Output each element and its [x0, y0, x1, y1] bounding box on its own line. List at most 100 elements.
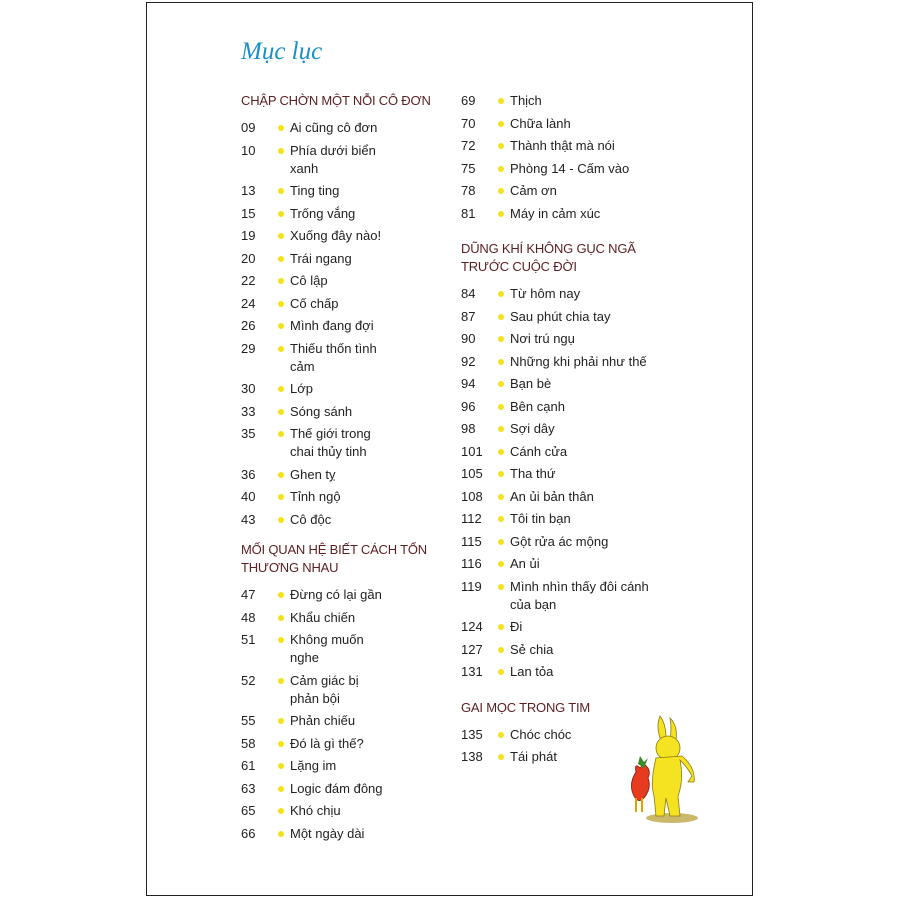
bullet-icon	[278, 278, 284, 284]
page-number: 69	[461, 93, 476, 108]
toc-entry[interactable]: 131 Lan tỏa	[461, 663, 676, 686]
toc-entry[interactable]: 115 Gột rửa ác mộng	[461, 533, 676, 556]
toc-entry[interactable]: 78 Cảm ơn	[461, 182, 676, 205]
page-number: 124	[461, 619, 483, 634]
page-number: 87	[461, 308, 476, 324]
bullet-icon	[278, 471, 284, 478]
toc-entry[interactable]: 138 Tái phát	[461, 748, 676, 771]
toc-entry[interactable]: 94 Bạn bè	[461, 375, 676, 398]
toc-entry[interactable]: 22 Cô lập	[241, 272, 456, 295]
bullet-icon	[278, 408, 284, 415]
page-number: 10	[241, 142, 256, 158]
entry-title: Logic đám đông	[290, 780, 383, 796]
entry-title: Phòng 14 - Cấm vào	[510, 160, 630, 176]
page-number: 13	[241, 183, 256, 198]
bullet-icon	[278, 300, 284, 307]
toc-entry[interactable]: 70 Chữa lành	[461, 115, 676, 138]
entry-title: An ủi bản thân	[510, 488, 594, 504]
entry-title: Từ hôm nay	[510, 286, 581, 301]
bullet-icon	[278, 614, 284, 621]
bullet-icon	[498, 291, 504, 297]
toc-entry[interactable]: 09 Ai cũng cô đơn	[241, 119, 456, 142]
entry-title: Đó là gì thế?	[290, 735, 364, 751]
toc-entry[interactable]: 84 Từ hôm nay	[461, 285, 676, 308]
toc-entry[interactable]: 51 Không muốn nghe	[241, 631, 456, 672]
bullet-icon	[278, 147, 284, 154]
page-number: 29	[241, 340, 256, 356]
toc-entry[interactable]: 112 Tôi tin bạn	[461, 510, 676, 533]
bullet-icon	[498, 754, 504, 760]
toc-entry[interactable]: 116 An ủi	[461, 555, 676, 578]
toc-entry[interactable]: 72 Thành thật mà nói	[461, 137, 676, 160]
rabbit-carrot-illustration	[631, 715, 698, 823]
page-number: 48	[241, 609, 256, 625]
page-number: 119	[461, 578, 482, 594]
book-page	[146, 2, 753, 896]
toc-entry[interactable]: 10 Phía dưới biển xanh	[241, 142, 456, 183]
toc-entry[interactable]: 29 Thiếu thốn tình cảm	[241, 340, 456, 381]
toc-entry[interactable]: 30 Lớp	[241, 380, 456, 403]
toc-entry[interactable]: 101 Cánh cửa	[461, 443, 676, 466]
bullet-icon	[278, 188, 284, 194]
toc-entry[interactable]: 96 Bên cạnh	[461, 398, 676, 421]
page-number: 09	[241, 120, 256, 135]
toc-entry[interactable]: 105 Tha thứ	[461, 465, 676, 488]
toc-entry[interactable]: 52 Cảm giác bị phản bội	[241, 672, 456, 713]
toc-entry[interactable]: 61 Lặng im	[241, 757, 456, 780]
bullet-icon	[498, 516, 504, 522]
section-heading: GAI MỌC TRONG TIM	[461, 699, 591, 715]
entry-title: Chóc chóc	[510, 726, 572, 742]
toc-entry[interactable]: 19 Xuống đây nào!	[241, 227, 456, 250]
toc-entry[interactable]: 43 Cô độc	[241, 511, 456, 534]
bullet-icon	[498, 143, 504, 149]
page-number: 75	[461, 160, 476, 176]
page-number: 90	[461, 331, 476, 346]
toc-entry[interactable]: 119 Mình nhìn thấy đôi cánh của bạn	[461, 578, 676, 619]
entry-title: Phía dưới biển xanh	[290, 142, 376, 176]
page-number: 101	[461, 443, 483, 459]
toc-entry[interactable]: 55 Phản chiếu	[241, 712, 456, 735]
toc-entry[interactable]: 63 Logic đám đông	[241, 780, 456, 803]
toc-entry[interactable]: 58 Đó là gì thế?	[241, 735, 456, 758]
toc-entry[interactable]: 135 Chóc chóc	[461, 726, 676, 749]
toc-entry[interactable]: 87 Sau phút chia tay	[461, 308, 676, 331]
toc-entry[interactable]: 65 Khó chịu	[241, 802, 456, 825]
toc-entry[interactable]: 69 Thịch	[461, 92, 676, 115]
toc-entry[interactable]: 81 Máy in cảm xúc	[461, 205, 676, 228]
page-number: 36	[241, 466, 256, 482]
bullet-icon	[278, 592, 284, 598]
toc-entry[interactable]: 20 Trái ngang	[241, 250, 456, 273]
page-number: 58	[241, 735, 256, 751]
page-number: 15	[241, 205, 256, 221]
toc-entry[interactable]: 36 Ghen tỵ	[241, 466, 456, 489]
toc-entry[interactable]: 66 Một ngày dài	[241, 825, 456, 848]
toc-entry[interactable]: 47 Đừng có lại gần	[241, 586, 456, 609]
toc-entry[interactable]: 90 Nơi trú ngụ	[461, 330, 676, 353]
page-number: 112	[461, 511, 482, 526]
toc-entry[interactable]: 48 Khẩu chiến	[241, 609, 456, 632]
bullet-icon	[498, 426, 504, 432]
toc-entry[interactable]: 124 Đi	[461, 618, 676, 641]
entry-title: Thế giới trong chai thủy tinh	[290, 426, 371, 459]
toc-entry[interactable]: 127 Sẻ chia	[461, 641, 676, 664]
toc-entry[interactable]: 98 Sợi dây	[461, 420, 676, 443]
entry-title: Những khi phải như thế	[510, 353, 647, 369]
toc-entry[interactable]: 92 Những khi phải như thế	[461, 353, 676, 376]
bullet-icon	[498, 624, 504, 630]
toc-entry[interactable]: 35 Thế giới trong chai thủy tinh	[241, 425, 456, 466]
entry-title: Cảm giác bị phản bội	[290, 672, 359, 706]
page-number: 30	[241, 381, 256, 396]
page-number: 135	[461, 726, 483, 742]
page-number: 55	[241, 713, 256, 728]
page-number: 61	[241, 758, 256, 773]
page-number: 24	[241, 295, 256, 311]
toc-entry[interactable]: 15 Trống vắng	[241, 205, 456, 228]
toc-entry[interactable]: 75 Phòng 14 - Cấm vào	[461, 160, 676, 183]
toc-entry[interactable]: 108 An ủi bản thân	[461, 488, 676, 511]
toc-entry[interactable]: 26 Mình đang đợi	[241, 317, 456, 340]
toc-entry[interactable]: 40 Tỉnh ngộ	[241, 488, 456, 511]
spacer	[241, 533, 456, 541]
toc-entry[interactable]: 24 Cố chấp	[241, 295, 456, 318]
toc-entry[interactable]: 33 Sóng sánh	[241, 403, 456, 426]
toc-entry[interactable]: 13 Ting ting	[241, 182, 456, 205]
